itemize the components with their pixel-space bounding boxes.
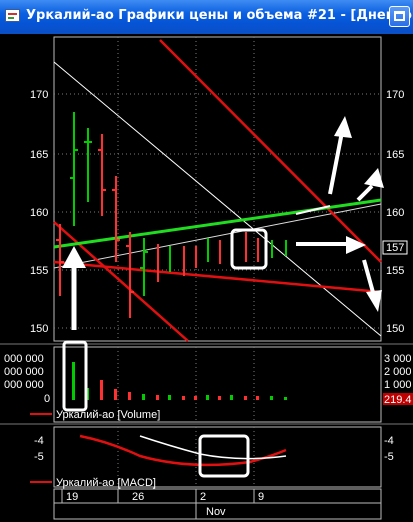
volume-axis-right: 3 000 2 000 1 000 0 bbox=[384, 353, 412, 405]
volume-value-box bbox=[383, 393, 413, 405]
svg-text:150: 150 bbox=[30, 323, 48, 335]
svg-text:1 000: 1 000 bbox=[384, 379, 412, 391]
volume-panel-frame bbox=[53, 346, 382, 423]
macd-axis-right: -4 -5 bbox=[384, 435, 394, 463]
maximize-icon bbox=[394, 11, 405, 21]
highlight-box-macd bbox=[198, 434, 250, 478]
volume-legend: Уркалий-ао [Volume] bbox=[56, 409, 160, 421]
highlight-box-volume bbox=[62, 340, 88, 412]
price-grid bbox=[54, 37, 381, 487]
svg-text:3 000: 3 000 bbox=[384, 353, 412, 365]
volume-axis-left: 000 000 000 000 000 000 0 bbox=[4, 353, 50, 405]
annotation-arrows bbox=[62, 116, 384, 330]
trendline-white-steep bbox=[53, 61, 382, 337]
svg-text:000 000: 000 000 bbox=[4, 353, 44, 365]
time-axis-labels: 19 26 2 9 Nov bbox=[66, 491, 264, 518]
volume-value-label: 219.4 bbox=[384, 394, 412, 406]
svg-text:170: 170 bbox=[386, 89, 404, 101]
macd-axis-left: -4 -5 bbox=[34, 435, 44, 463]
macd-panel-frame bbox=[53, 426, 382, 488]
svg-text:170: 170 bbox=[30, 89, 48, 101]
price-axis-left: 170 165 160 155 150 bbox=[30, 89, 48, 335]
svg-text:19: 19 bbox=[66, 491, 78, 503]
svg-text:0: 0 bbox=[44, 393, 50, 405]
svg-text:000 000: 000 000 bbox=[4, 379, 44, 391]
svg-text:-4: -4 bbox=[384, 435, 394, 447]
support-line-green bbox=[53, 198, 382, 249]
current-price-label: 157 bbox=[386, 242, 404, 254]
svg-text:150: 150 bbox=[386, 323, 404, 335]
svg-text:160: 160 bbox=[30, 207, 48, 219]
macd-legend: Уркалий-ао [MACD] bbox=[56, 477, 156, 489]
month-label: Nov bbox=[206, 506, 226, 518]
svg-text:-4: -4 bbox=[34, 435, 44, 447]
svg-text:2 000: 2 000 bbox=[384, 366, 412, 378]
chart-app-icon bbox=[5, 9, 20, 22]
svg-text:26: 26 bbox=[132, 491, 144, 503]
svg-text:155: 155 bbox=[386, 265, 404, 277]
svg-text:2: 2 bbox=[200, 491, 206, 503]
svg-text:9: 9 bbox=[258, 491, 264, 503]
trendline-white-flat bbox=[53, 203, 382, 269]
highlight-box-price bbox=[230, 228, 268, 270]
price-axis-right: 170 165 160 155 150 bbox=[386, 89, 404, 335]
window-title: Уркалий-ао Графики цены и объема #21 - [… bbox=[26, 8, 413, 23]
svg-text:000 000: 000 000 bbox=[4, 366, 44, 378]
price-panel-frame bbox=[53, 36, 382, 342]
svg-text:-5: -5 bbox=[384, 451, 394, 463]
resistance-line-lower bbox=[53, 221, 189, 342]
title-bar[interactable]: Уркалий-ао Графики цены и объема #21 - [… bbox=[0, 0, 413, 34]
macd-line bbox=[79, 434, 287, 467]
volume-bars bbox=[72, 362, 287, 400]
svg-text:165: 165 bbox=[386, 149, 404, 161]
svg-text:165: 165 bbox=[30, 149, 48, 161]
current-price-box bbox=[382, 240, 408, 255]
time-axis-frame bbox=[53, 488, 382, 520]
support-line-red bbox=[53, 260, 382, 294]
svg-text:160: 160 bbox=[386, 207, 404, 219]
price-bars-bear bbox=[56, 134, 259, 318]
svg-text:-5: -5 bbox=[34, 451, 44, 463]
maximize-button[interactable] bbox=[389, 6, 410, 27]
macd-signal-line bbox=[139, 435, 287, 460]
resistance-line-upper bbox=[159, 39, 382, 263]
svg-text:155: 155 bbox=[30, 265, 48, 277]
